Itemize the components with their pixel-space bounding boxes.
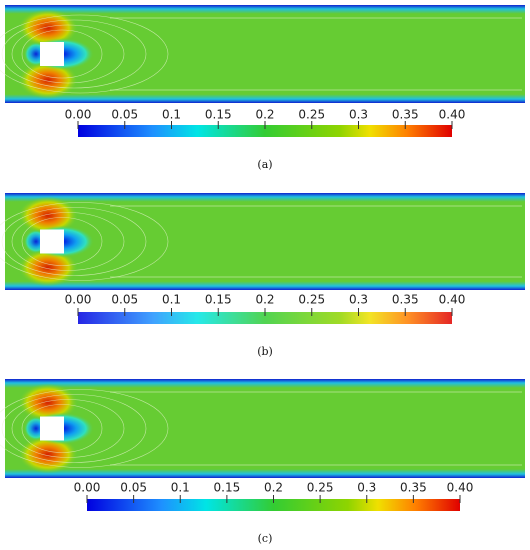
- obstacle: [40, 42, 64, 66]
- colorbar-tick-label: 0.3: [349, 293, 368, 307]
- colorbar-tick-label: 0.35: [392, 293, 419, 307]
- contour: [11, 212, 125, 271]
- flow-field: [0, 193, 525, 290]
- colorbar-tick-label: 0.15: [214, 481, 241, 495]
- contour: [1, 19, 147, 89]
- colorbar-tick-label: 0.00: [74, 481, 101, 495]
- colorbar-tick-label: 0.35: [392, 108, 419, 122]
- colorbar-tick-label: 0.15: [205, 108, 232, 122]
- colorbar-tick-label: 0.3: [357, 481, 376, 495]
- contour: [0, 14, 169, 94]
- colorbar-tick-label: 0.15: [205, 293, 232, 307]
- colorbar-tick-label: 0.05: [111, 108, 138, 122]
- contour: [21, 404, 103, 453]
- obstacle: [40, 416, 64, 441]
- colorbar-tick-label: 0.2: [255, 108, 274, 122]
- colorbar-tick-label: 0.40: [439, 108, 466, 122]
- colorbar-tick-label: 0.25: [298, 108, 325, 122]
- contour: [11, 399, 125, 458]
- contour: [1, 207, 147, 276]
- caption: (a): [257, 158, 272, 171]
- colorbar-tick-label: 0.2: [264, 481, 283, 495]
- contour: [11, 24, 125, 84]
- colorbar-tick-label: 0.1: [162, 293, 181, 307]
- contour: [1, 394, 147, 463]
- contour: [0, 202, 169, 281]
- colorbar-tick-label: 0.1: [171, 481, 190, 495]
- colorbar-tick-label: 0.40: [439, 293, 466, 307]
- colorbar-tick-label: 0.05: [120, 481, 147, 495]
- colorbar-tick-label: 0.35: [400, 481, 427, 495]
- colorbar-tick-label: 0.1: [162, 108, 181, 122]
- contour: [0, 389, 169, 468]
- colorbar-tick-label: 0.3: [349, 108, 368, 122]
- flow-field: [0, 379, 525, 478]
- colorbar-tick-label: 0.00: [65, 293, 92, 307]
- obstacle: [40, 229, 64, 254]
- caption: (b): [257, 345, 273, 358]
- colorbar-tick-label: 0.40: [447, 481, 474, 495]
- contour: [21, 29, 103, 79]
- colorbar-tick-label: 0.2: [255, 293, 274, 307]
- colorbar-tick-label: 0.25: [307, 481, 334, 495]
- colorbar-tick-label: 0.00: [65, 108, 92, 122]
- contour: [21, 217, 103, 266]
- caption: (c): [258, 532, 273, 545]
- flow-field: [0, 5, 525, 103]
- colorbar-tick-label: 0.05: [111, 293, 138, 307]
- colorbar-tick-label: 0.25: [298, 293, 325, 307]
